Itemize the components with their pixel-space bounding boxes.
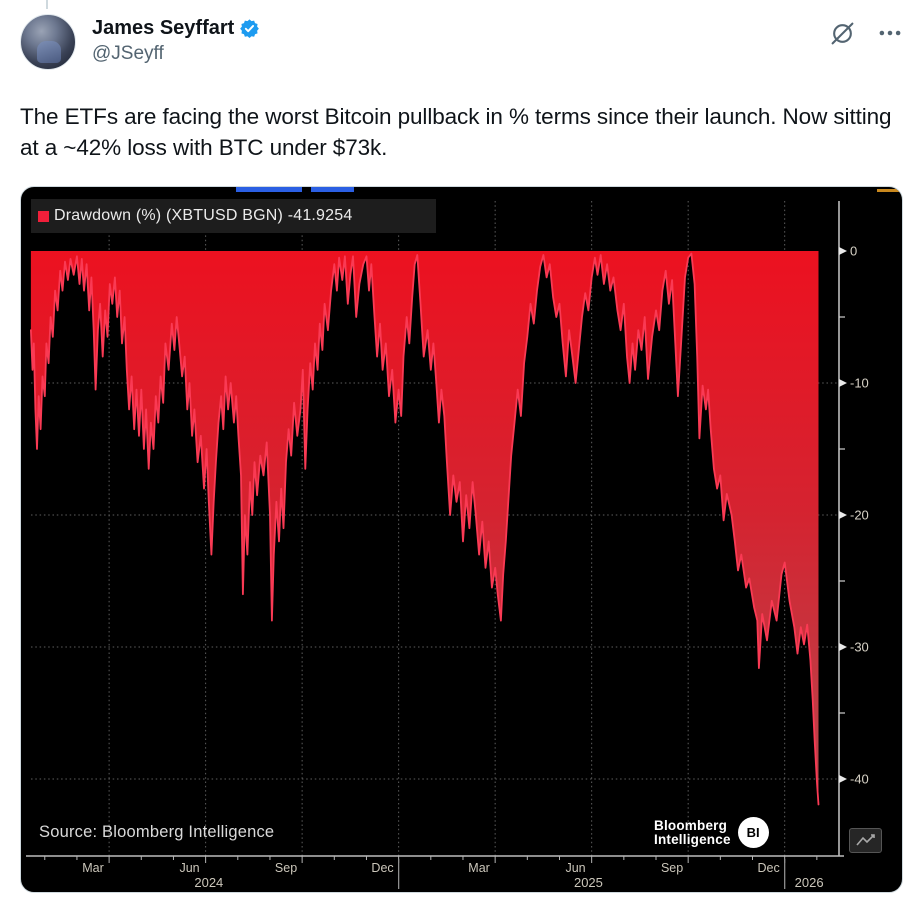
mini-chart-icon [855, 833, 875, 846]
more-options-icon [879, 30, 901, 36]
year-label: 2025 [573, 875, 603, 890]
legend-label: Drawdown (%) (XBTUSD BGN) [54, 207, 284, 224]
chart-image[interactable]: Drawdown (%) (XBTUSD BGN) -41.9254 0 -10 -… [20, 186, 903, 893]
month-label: Mar [82, 861, 104, 875]
legend-value: -41.9254 [287, 207, 353, 224]
month-label: Mar [468, 861, 490, 875]
thread-connector-line [46, 0, 48, 9]
month-label: Sep [274, 861, 298, 875]
tweet-text: The ETFs are facing the worst Bitcoin pu… [20, 104, 892, 160]
logo-line2: Intelligence [654, 831, 731, 847]
author-handle: @JSeyff [92, 43, 164, 64]
legend-swatch-icon [38, 210, 49, 222]
axis-label: -20 [850, 507, 869, 523]
month-label: Dec [371, 861, 394, 875]
verified-badge-icon [239, 18, 260, 39]
axis-label: 0 [850, 243, 858, 259]
bloomberg-intelligence-logo: Bloomberg Intelligence BI [654, 817, 769, 848]
chart-tool-button [849, 828, 882, 853]
cropped-ui-strip-blue-1 [236, 187, 302, 192]
chart-legend: Drawdown (%) (XBTUSD BGN) -41.9254 [31, 199, 436, 233]
month-label: Dec [757, 861, 780, 875]
author-block: James Seyffart @JSeyff [92, 16, 260, 66]
year-label: 2024 [194, 875, 224, 890]
cropped-ui-strip-orange [877, 189, 902, 192]
month-label: Jun [179, 861, 200, 875]
more-options-button[interactable] [877, 20, 903, 46]
month-label: Jun [565, 861, 586, 875]
avatar[interactable] [20, 14, 76, 70]
author-name[interactable]: James Seyffart [92, 17, 235, 39]
axis-label: -10 [850, 375, 869, 391]
axis-label: -40 [850, 771, 869, 787]
source-note: Source: Bloomberg Intelligence [39, 823, 275, 841]
month-label: Sep [660, 861, 684, 875]
bi-badge-icon: BI [737, 817, 769, 848]
drawdown-plot [26, 201, 847, 889]
grok-button[interactable] [829, 20, 855, 46]
axis-label: -30 [850, 639, 869, 655]
logo-line1: Bloomberg [654, 817, 728, 833]
grok-icon [831, 22, 853, 44]
year-label: 2026 [794, 875, 824, 890]
cropped-ui-strip-blue-2 [311, 187, 354, 192]
